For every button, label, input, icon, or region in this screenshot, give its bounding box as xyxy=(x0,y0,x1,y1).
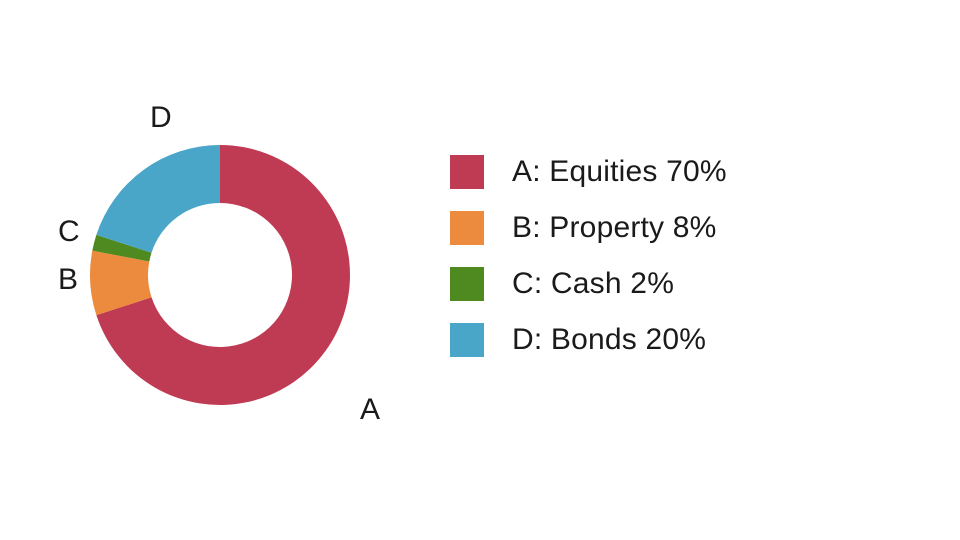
legend-text-b: B: Property 8% xyxy=(512,211,717,245)
donut-svg xyxy=(80,135,360,415)
slice-label-c: C xyxy=(58,217,80,247)
legend-item-c: C: Cash 2% xyxy=(450,267,727,301)
legend-text-c: C: Cash 2% xyxy=(512,267,674,301)
donut-chart: A B C D xyxy=(80,135,360,415)
legend-swatch-a xyxy=(450,155,484,189)
legend: A: Equities 70% B: Property 8% C: Cash 2… xyxy=(450,155,727,357)
legend-swatch-b xyxy=(450,211,484,245)
donut-slice-d xyxy=(96,145,220,253)
slice-label-a: A xyxy=(360,395,380,425)
slice-label-d: D xyxy=(150,103,172,133)
legend-text-d: D: Bonds 20% xyxy=(512,323,706,357)
legend-item-b: B: Property 8% xyxy=(450,211,727,245)
slice-label-b: B xyxy=(58,265,78,295)
chart-stage: A B C D A: Equities 70% B: Property 8% C… xyxy=(0,0,960,540)
legend-text-a: A: Equities 70% xyxy=(512,155,727,189)
legend-item-a: A: Equities 70% xyxy=(450,155,727,189)
legend-swatch-d xyxy=(450,323,484,357)
legend-swatch-c xyxy=(450,267,484,301)
legend-item-d: D: Bonds 20% xyxy=(450,323,727,357)
